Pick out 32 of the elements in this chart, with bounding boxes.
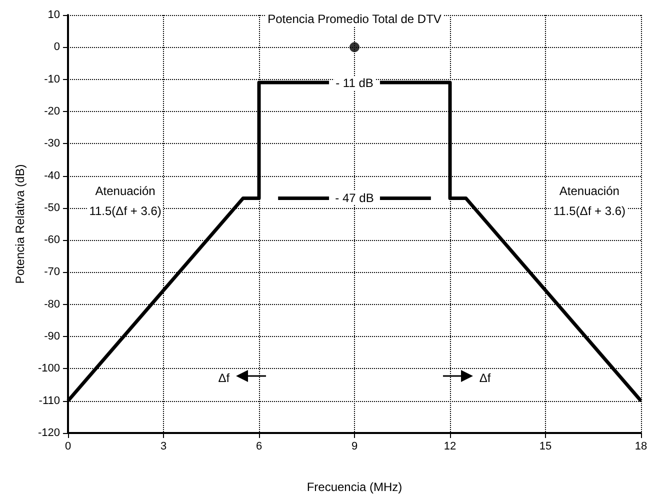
y-tick-label: -110 — [38, 394, 60, 407]
annotation: Atenuación — [93, 184, 158, 198]
y-tick-label: -50 — [44, 202, 60, 214]
annotation: 11.5(Δf + 3.6) — [551, 204, 628, 218]
x-tick-label: 9 — [351, 440, 358, 452]
y-tick-label: -40 — [44, 170, 60, 182]
annotation: - 11 dB — [334, 76, 376, 90]
y-tick-label: -30 — [44, 138, 60, 150]
y-tick-label: 10 — [48, 9, 60, 21]
annotation: Potencia Promedio Total de DTV — [266, 12, 444, 26]
y-tick-label: -120 — [38, 427, 60, 439]
y-tick-label: -10 — [44, 73, 60, 86]
annotation: Δf — [216, 371, 232, 386]
y-tick-label: -90 — [44, 330, 60, 343]
x-tick-label: 15 — [539, 440, 552, 452]
y-axis-title: Potencia Relativa (dB) — [13, 164, 27, 284]
annotation: 11.5(Δf + 3.6) — [87, 204, 164, 218]
x-tick-label: 18 — [634, 440, 648, 452]
y-tick-label: 0 — [54, 41, 60, 54]
x-tick-label: 3 — [160, 440, 167, 452]
x-tick-label: 6 — [256, 440, 262, 452]
annotation: Δf — [477, 371, 493, 386]
y-tick-label: -20 — [44, 105, 60, 118]
x-tick-label: 0 — [64, 440, 72, 452]
annotation: - 47 dB — [333, 191, 376, 206]
annotation: Atenuación — [557, 184, 622, 198]
y-tick-label: -100 — [38, 362, 60, 375]
x-tick-label: 12 — [444, 440, 456, 452]
y-tick-label: -60 — [44, 234, 60, 246]
y-tick-label: -80 — [44, 298, 60, 310]
y-tick-label: -70 — [44, 266, 60, 278]
x-axis-title: Frecuencia (MHz) — [306, 480, 402, 494]
